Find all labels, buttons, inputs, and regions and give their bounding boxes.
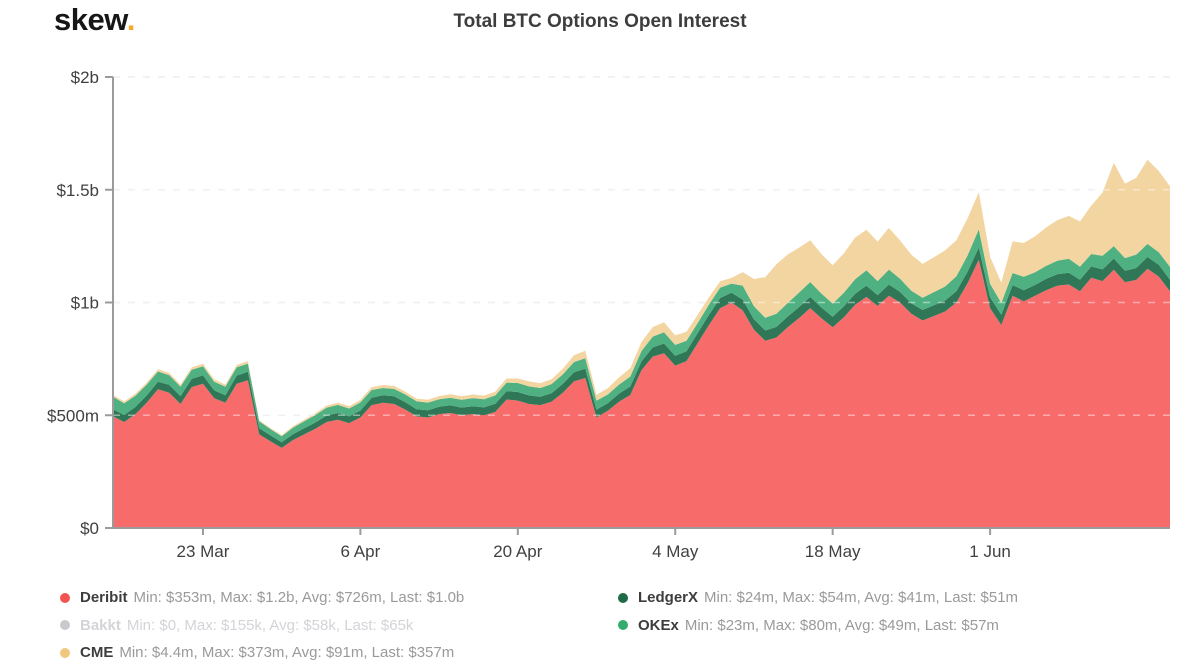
area-ledgerx bbox=[113, 247, 1170, 448]
y-axis-label: $1b bbox=[71, 294, 99, 313]
legend-series-name: Bakkt bbox=[80, 616, 121, 634]
x-axis-label: 4 May bbox=[652, 542, 699, 561]
x-axis-label: 20 Apr bbox=[493, 542, 542, 561]
legend-series-stats: Min: $0, Max: $155k, Avg: $58k, Last: $6… bbox=[126, 616, 414, 634]
bakkt-dot-icon bbox=[60, 620, 70, 631]
y-axis-label: $1.5b bbox=[56, 181, 99, 200]
legend-column-1: Deribit Min: $353m, Max: $1.2b, Avg: $726… bbox=[60, 584, 464, 667]
legend-series-name: LedgerX bbox=[638, 589, 699, 607]
y-axis-label: $2b bbox=[71, 68, 99, 87]
legend-series-stats: Min: $353m, Max: $1.2b, Avg: $726m, Last… bbox=[133, 589, 465, 607]
x-axis-label: 6 Apr bbox=[341, 542, 381, 561]
y-axis-label: $500m bbox=[47, 406, 99, 425]
okex-dot-icon bbox=[618, 620, 628, 631]
legend-series-stats: Min: $23m, Max: $80m, Avg: $49m, Last: $… bbox=[684, 616, 999, 634]
legend-column-2: LedgerX Min: $24m, Max: $54m, Avg: $41m, … bbox=[618, 584, 1018, 639]
logo-text: skew bbox=[54, 2, 127, 37]
cme-dot-icon bbox=[60, 647, 70, 658]
legend-item-bakkt[interactable]: Bakkt Min: $0, Max: $155k, Avg: $58k, Las… bbox=[60, 612, 464, 640]
legend-series-name: CME bbox=[80, 644, 114, 662]
legend-item-deribit[interactable]: Deribit Min: $353m, Max: $1.2b, Avg: $726… bbox=[60, 584, 464, 612]
x-axis-label: 1 Jun bbox=[969, 542, 1011, 561]
page-title: Total BTC Options Open Interest bbox=[453, 11, 747, 32]
legend-series-name: Deribit bbox=[80, 589, 128, 607]
area-okex bbox=[113, 229, 1170, 443]
x-axis-label: 18 May bbox=[805, 542, 861, 561]
ledgerx-dot-icon bbox=[618, 592, 628, 603]
y-axis-label: $0 bbox=[80, 519, 99, 538]
legend-series-name: OKEx bbox=[638, 616, 679, 634]
area-deribit bbox=[113, 259, 1170, 528]
deribit-dot-icon bbox=[60, 592, 70, 603]
skew-logo: skew. bbox=[54, 2, 135, 38]
legend-item-cme[interactable]: CME Min: $4.4m, Max: $373m, Avg: $91m, La… bbox=[60, 639, 464, 667]
legend-series-stats: Min: $24m, Max: $54m, Avg: $41m, Last: $… bbox=[704, 589, 1019, 607]
legend-series-stats: Min: $4.4m, Max: $373m, Avg: $91m, Last:… bbox=[119, 644, 455, 662]
x-axis-label: 23 Mar bbox=[176, 542, 229, 561]
legend-item-okex[interactable]: OKEx Min: $23m, Max: $80m, Avg: $49m, Las… bbox=[618, 612, 1018, 640]
legend-item-ledgerx[interactable]: LedgerX Min: $24m, Max: $54m, Avg: $41m, … bbox=[618, 584, 1018, 612]
logo-dot: . bbox=[126, 2, 136, 37]
